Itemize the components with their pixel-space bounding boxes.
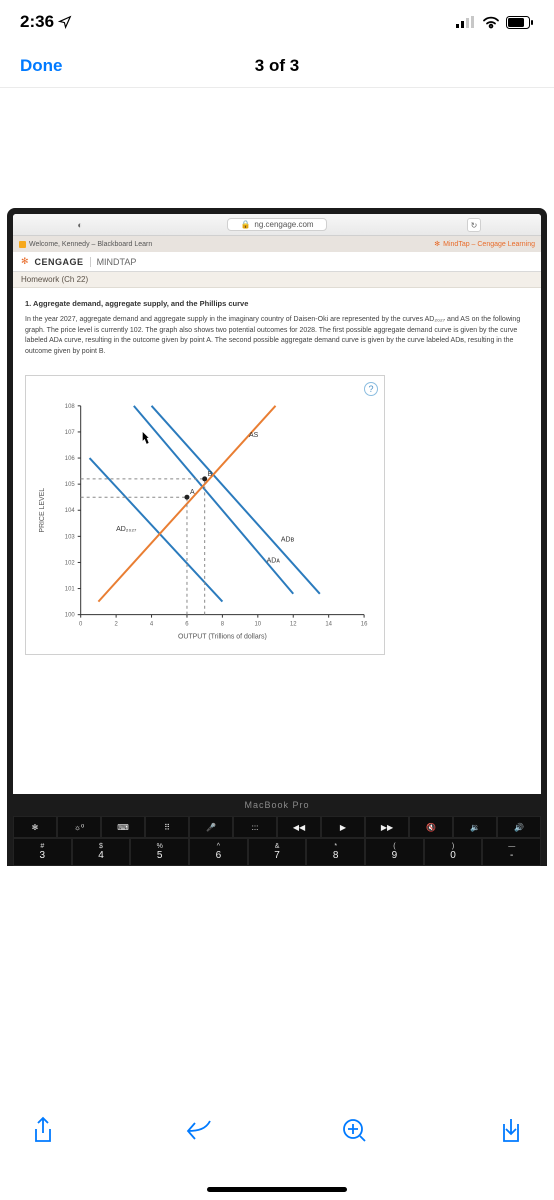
number-key-row: #3$4%5^6&7*8(9)0—-	[13, 838, 541, 866]
assignment-bar: Homework (Ch 22)	[13, 272, 541, 288]
assignment-title: Homework (Ch 22)	[21, 275, 88, 284]
clock-text: 2:36	[20, 12, 54, 32]
svg-text:103: 103	[65, 535, 76, 541]
browser-toolbar: ◐ 🔒 ng.cengage.com ↻	[13, 214, 541, 236]
svg-text:108: 108	[65, 404, 76, 410]
num-key: $4	[72, 838, 131, 866]
fn-key: ⠿	[145, 816, 189, 838]
fn-key: 🔇	[409, 816, 453, 838]
back-button[interactable]	[184, 1116, 214, 1146]
num-key: &7	[248, 838, 307, 866]
location-icon	[58, 15, 72, 29]
page-counter: 3 of 3	[0, 56, 554, 76]
laptop-bezel: ◐ 🔒 ng.cengage.com ↻ Welcome, Kennedy – …	[7, 208, 547, 866]
fn-key: ▶	[321, 816, 365, 838]
svg-text:107: 107	[65, 430, 76, 436]
battery-icon	[506, 16, 534, 29]
tab-mindtap[interactable]: ✻ MindTap – Cengage Learning	[434, 240, 535, 248]
macbook-label: MacBook Pro	[13, 794, 541, 816]
svg-text:8: 8	[221, 622, 225, 628]
fn-key-row: ✻☼⁰⌨⠿🎤:::◀◀▶▶▶🔇🔉🔊	[13, 816, 541, 838]
num-key: )0	[424, 838, 483, 866]
svg-text:16: 16	[361, 622, 368, 628]
home-indicator	[207, 1187, 347, 1192]
fn-key: ◀◀	[277, 816, 321, 838]
mindtap-label: MINDTAP	[90, 257, 137, 267]
fn-key: ▶▶	[365, 816, 409, 838]
svg-text:ADʙ: ADʙ	[281, 537, 295, 544]
cengage-star-icon: ✻	[21, 256, 29, 267]
fn-key: 🔉	[453, 816, 497, 838]
svg-text:0: 0	[79, 622, 83, 628]
ios-toolbar	[0, 1090, 554, 1200]
svg-text:B: B	[208, 471, 213, 478]
blackboard-favicon-icon	[19, 241, 26, 248]
cellular-icon	[456, 16, 476, 28]
done-button[interactable]: Done	[20, 56, 63, 76]
svg-text:105: 105	[65, 482, 76, 488]
svg-text:2: 2	[114, 622, 118, 628]
ios-status-bar: 2:36	[0, 0, 554, 44]
tab-label: MindTap – Cengage Learning	[443, 241, 535, 248]
svg-text:100: 100	[65, 613, 76, 619]
svg-text:12: 12	[290, 622, 297, 628]
svg-text:PRICE LEVEL: PRICE LEVEL	[39, 488, 46, 533]
save-button[interactable]	[496, 1116, 526, 1146]
fn-key: :::	[233, 816, 277, 838]
chart-container: ? 10010110210310410510610710802468101214…	[25, 375, 385, 655]
num-key: ^6	[189, 838, 248, 866]
ios-nav-bar: Done 3 of 3	[0, 44, 554, 88]
svg-text:AS: AS	[249, 432, 259, 439]
fn-key: 🔊	[497, 816, 541, 838]
laptop-screen: ◐ 🔒 ng.cengage.com ↻ Welcome, Kennedy – …	[13, 214, 541, 794]
fn-key: ✻	[13, 816, 57, 838]
tab-blackboard[interactable]: Welcome, Kennedy – Blackboard Learn	[19, 241, 152, 248]
tab-label: Welcome, Kennedy – Blackboard Learn	[29, 241, 152, 248]
svg-text:106: 106	[65, 456, 76, 462]
refresh-button[interactable]: ↻	[467, 218, 481, 232]
question-body: In the year 2027, aggregate demand and a…	[25, 315, 529, 357]
photo-content: ◐ 🔒 ng.cengage.com ↻ Welcome, Kennedy – …	[0, 88, 554, 988]
svg-text:AD₂₀₂₇: AD₂₀₂₇	[116, 526, 137, 533]
svg-text:ADᴀ: ADᴀ	[267, 558, 281, 565]
fn-key: ⌨	[101, 816, 145, 838]
question-title: 1. Aggregate demand, aggregate supply, a…	[25, 298, 529, 309]
share-button[interactable]	[28, 1116, 58, 1146]
num-key: #3	[13, 838, 72, 866]
svg-text:104: 104	[65, 508, 76, 514]
fn-key: 🎤	[189, 816, 233, 838]
url-bar[interactable]: 🔒 ng.cengage.com	[227, 218, 326, 231]
svg-text:10: 10	[255, 622, 262, 628]
question-content: 1. Aggregate demand, aggregate supply, a…	[13, 288, 541, 665]
num-key: *8	[306, 838, 365, 866]
markup-button[interactable]	[340, 1116, 370, 1146]
num-key: (9	[365, 838, 424, 866]
svg-text:14: 14	[325, 622, 332, 628]
fn-key: ☼⁰	[57, 816, 101, 838]
ad-as-chart: 100 101 102 103 104 105 106 107 108 0 2 4 6 8 10 12 14 16…	[26, 376, 384, 654]
privacy-shield-icon: ◐	[73, 218, 87, 232]
num-key: %5	[130, 838, 189, 866]
lock-icon: 🔒	[240, 220, 250, 229]
num-key: —-	[482, 838, 541, 866]
svg-text:101: 101	[65, 587, 76, 593]
svg-text:A: A	[190, 489, 195, 496]
url-text: ng.cengage.com	[254, 220, 313, 229]
wifi-icon	[482, 16, 500, 29]
svg-text:102: 102	[65, 561, 76, 567]
svg-text:OUTPUT (Trillions of dollars): OUTPUT (Trillions of dollars)	[178, 634, 267, 641]
cengage-header: ✻ CENGAGE MINDTAP	[13, 252, 541, 272]
mindtap-favicon-icon: ✻	[434, 240, 440, 248]
svg-text:6: 6	[185, 622, 189, 628]
svg-text:4: 4	[150, 622, 154, 628]
cengage-logo: CENGAGE	[35, 257, 84, 267]
browser-tabs: Welcome, Kennedy – Blackboard Learn ✻ Mi…	[13, 236, 541, 252]
